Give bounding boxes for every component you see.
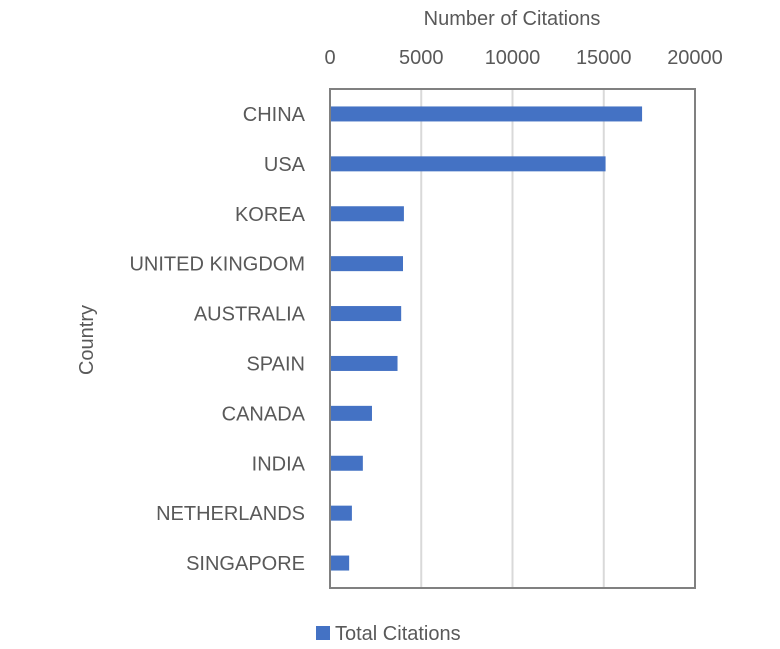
bar-korea	[330, 206, 404, 222]
y-category-label: UNITED KINGDOM	[129, 254, 305, 276]
x-tick-label: 10000	[485, 47, 541, 69]
bar-china	[330, 106, 643, 122]
gridlines	[420, 89, 605, 588]
bars	[330, 106, 643, 571]
bar-india	[330, 455, 363, 471]
bar-netherlands	[330, 505, 352, 521]
x-axis-title: Number of Citations	[424, 8, 601, 30]
y-category-label: USA	[264, 154, 306, 176]
y-category-labels: CHINA USA KOREA UNITED KINGDOM AUSTRALIA SPAI…	[129, 104, 305, 575]
plot-area-frame	[329, 88, 696, 589]
bar-canada	[330, 405, 372, 421]
y-axis-title: Country	[76, 305, 98, 375]
x-tick-label: 5000	[399, 47, 444, 69]
y-category-label: AUSTRALIA	[194, 304, 306, 326]
y-category-label: INDIA	[252, 453, 306, 475]
y-category-label: KOREA	[235, 204, 306, 226]
legend: Total Citations	[316, 623, 461, 645]
bar-australia	[330, 306, 402, 322]
x-tick-label: 15000	[576, 47, 632, 69]
legend-label: Total Citations	[335, 623, 461, 645]
bar-united-kingdom	[330, 256, 403, 272]
bar-singapore	[330, 555, 350, 571]
x-tick-label: 0	[324, 47, 335, 69]
bar-spain	[330, 355, 398, 371]
y-category-label: NETHERLANDS	[156, 503, 305, 525]
legend-swatch	[316, 626, 330, 640]
y-category-label: CHINA	[243, 104, 306, 126]
bar-usa	[330, 156, 606, 172]
y-category-label: CANADA	[222, 403, 306, 425]
x-tick-labels: 0 5000 10000 15000 20000	[324, 47, 722, 69]
y-category-label: SINGAPORE	[186, 553, 305, 575]
y-category-label: SPAIN	[246, 353, 305, 375]
x-tick-label: 20000	[667, 47, 723, 69]
